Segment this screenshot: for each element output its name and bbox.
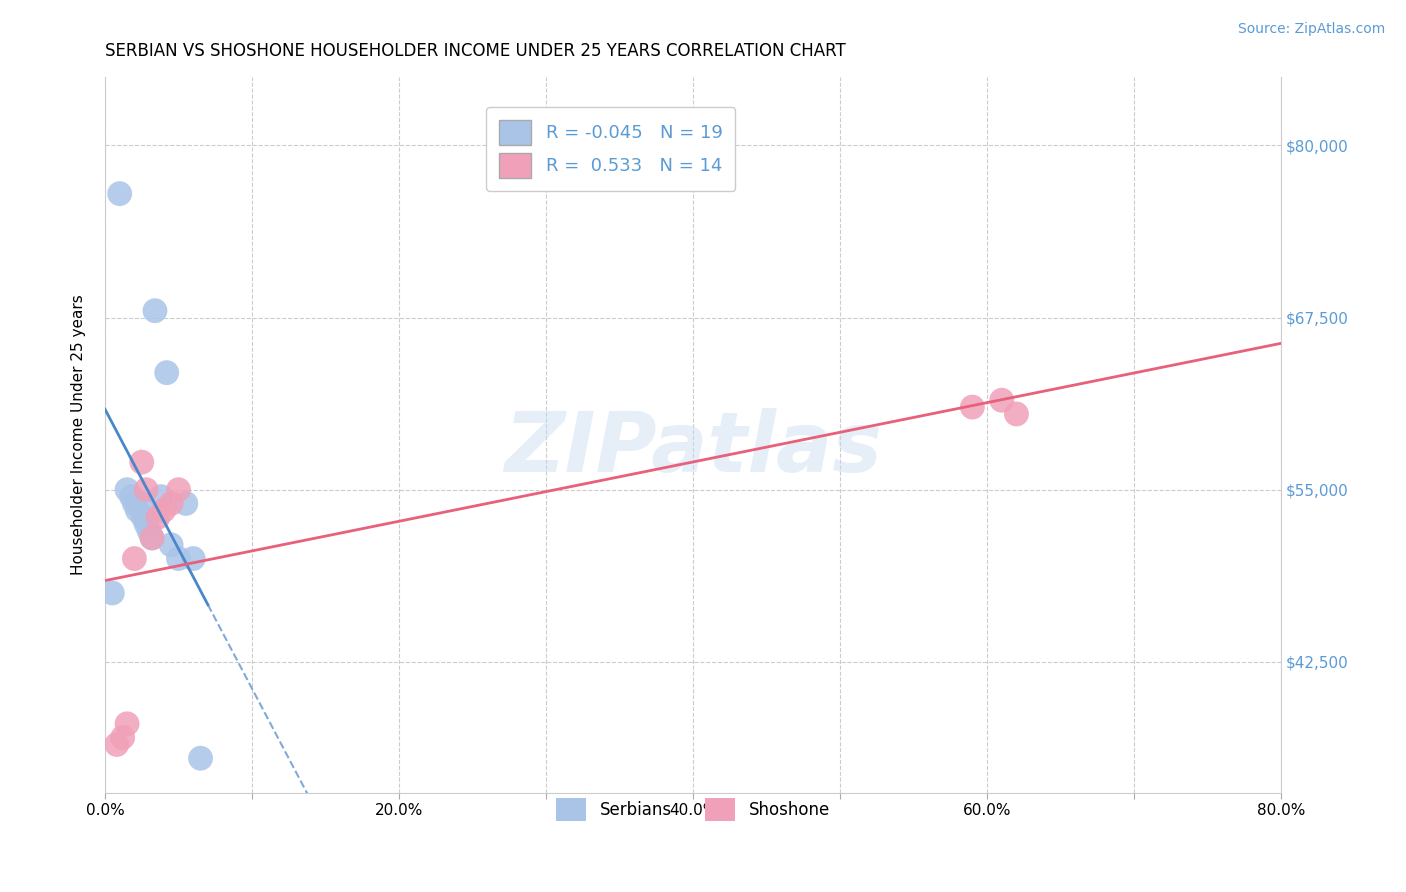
Point bbox=[160, 538, 183, 552]
Text: SERBIAN VS SHOSHONE HOUSEHOLDER INCOME UNDER 25 YEARS CORRELATION CHART: SERBIAN VS SHOSHONE HOUSEHOLDER INCOME U… bbox=[105, 42, 846, 60]
Point bbox=[135, 483, 157, 497]
Point bbox=[124, 551, 146, 566]
Point bbox=[127, 503, 149, 517]
Text: ZIPatlas: ZIPatlas bbox=[505, 409, 882, 490]
Point bbox=[143, 303, 166, 318]
Point bbox=[135, 517, 157, 532]
Point bbox=[1005, 407, 1028, 421]
Point bbox=[120, 490, 142, 504]
Point bbox=[115, 716, 138, 731]
Legend: Serbians, Shoshone: Serbians, Shoshone bbox=[543, 784, 844, 834]
Point bbox=[115, 483, 138, 497]
Point bbox=[105, 738, 128, 752]
Point bbox=[167, 551, 190, 566]
Point bbox=[108, 186, 131, 201]
Point bbox=[962, 400, 984, 414]
Point bbox=[149, 490, 172, 504]
Point bbox=[141, 531, 163, 545]
Point bbox=[132, 510, 155, 524]
Point bbox=[146, 510, 169, 524]
Point bbox=[174, 496, 197, 510]
Point bbox=[181, 551, 204, 566]
Text: Source: ZipAtlas.com: Source: ZipAtlas.com bbox=[1237, 22, 1385, 37]
Y-axis label: Householder Income Under 25 years: Householder Income Under 25 years bbox=[72, 294, 86, 575]
Point bbox=[131, 455, 153, 469]
Point bbox=[111, 731, 134, 745]
Point bbox=[138, 524, 160, 538]
Point bbox=[990, 393, 1012, 408]
Point bbox=[152, 503, 174, 517]
Point bbox=[167, 483, 190, 497]
Point bbox=[141, 531, 163, 545]
Point bbox=[101, 586, 124, 600]
Point bbox=[124, 496, 146, 510]
Point bbox=[160, 496, 183, 510]
Point bbox=[156, 366, 179, 380]
Point bbox=[190, 751, 212, 765]
Point bbox=[129, 496, 152, 510]
